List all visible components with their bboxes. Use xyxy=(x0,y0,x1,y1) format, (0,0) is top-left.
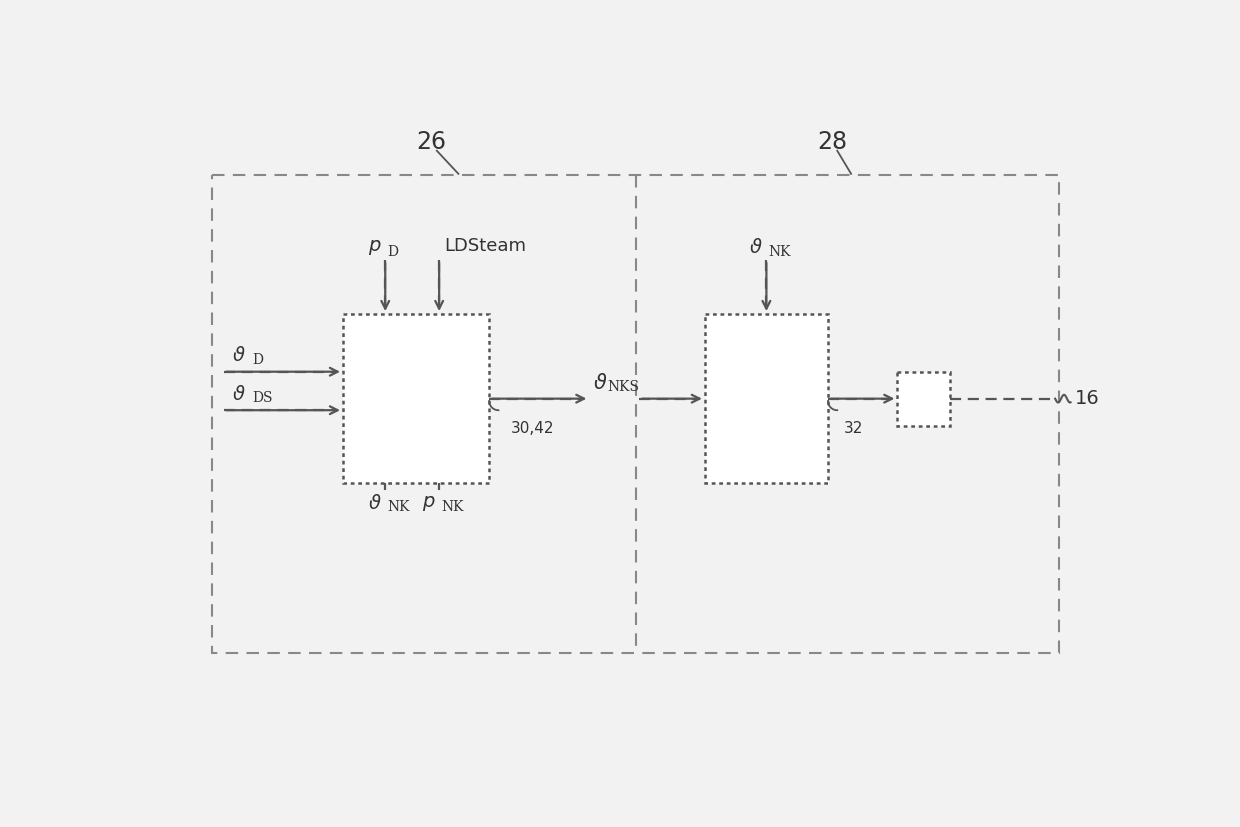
Text: NKS: NKS xyxy=(608,380,640,394)
Text: 28: 28 xyxy=(817,130,847,154)
Bar xyxy=(704,314,828,484)
Text: $p$: $p$ xyxy=(422,494,435,513)
Text: D: D xyxy=(388,245,398,259)
Bar xyxy=(343,314,490,484)
Text: DS: DS xyxy=(252,390,273,404)
Bar xyxy=(212,176,1059,653)
Text: NK: NK xyxy=(388,500,410,514)
Text: NK: NK xyxy=(441,500,464,514)
Text: $\vartheta$: $\vartheta$ xyxy=(749,237,763,256)
Text: $\vartheta$: $\vartheta$ xyxy=(232,346,246,365)
Text: $\vartheta$: $\vartheta$ xyxy=(367,494,382,513)
Text: 26: 26 xyxy=(417,130,446,154)
Text: 16: 16 xyxy=(1075,389,1100,408)
Text: LDSteam: LDSteam xyxy=(444,237,526,255)
Text: $\vartheta$: $\vartheta$ xyxy=(593,372,608,392)
Text: D: D xyxy=(252,352,263,366)
Text: 32: 32 xyxy=(843,421,863,436)
Text: $p$: $p$ xyxy=(368,237,381,256)
Text: 30,42: 30,42 xyxy=(511,421,554,436)
Bar xyxy=(898,372,950,426)
Text: $\vartheta$: $\vartheta$ xyxy=(232,385,246,404)
Text: NK: NK xyxy=(769,245,791,259)
